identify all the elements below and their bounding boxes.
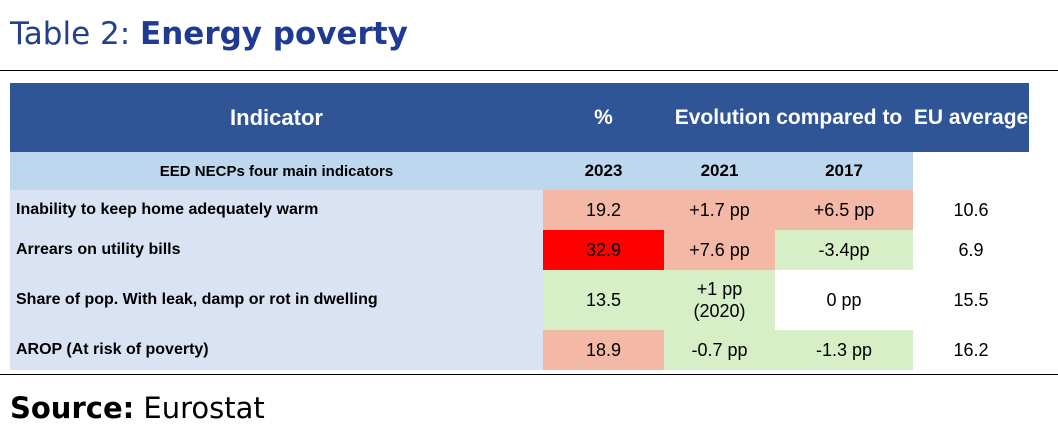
row-evolution-2017: -1.3 pp [775,330,914,370]
title-prefix: Table 2: [10,16,141,52]
row-evolution-2021: +1 pp (2020) [664,270,775,330]
row-percent: 18.9 [543,330,664,370]
row-evolution-2017: 0 pp [775,270,914,330]
source-label: Source: [10,391,135,425]
top-rule [0,70,1058,71]
header-eu-average: EU average [913,83,1030,152]
header-evolution: Evolution compared to [664,83,914,152]
title-emphasis: Energy poverty [140,16,408,52]
row-evolution-2017: +6.5 pp [775,190,914,230]
subheader-label: EED NECPs four main indicators [10,152,543,190]
row-evolution-2021: +1.7 pp [664,190,775,230]
row-indicator: Inability to keep home adequately warm [10,190,543,230]
row-percent: 32.9 [543,230,664,270]
row-evolution-2017: -3.4pp [775,230,914,270]
header-row: Indicator % Evolution compared to EU ave… [10,83,1030,152]
row-eu-average: 10.6 [913,190,1030,230]
row-eu-average: 6.9 [913,230,1030,270]
page-title: Table 2: Energy poverty [10,14,408,54]
row-evolution-2021: +7.6 pp [664,230,775,270]
subheader-row: EED NECPs four main indicators 2023 2021… [10,152,1030,190]
source-value: Eurostat [134,391,265,425]
row-eu-average: 16.2 [913,330,1030,370]
subheader-year-percent: 2023 [543,152,664,190]
row-indicator: Share of pop. With leak, damp or rot in … [10,270,543,330]
subheader-year-2: 2017 [775,152,914,190]
row-eu-average: 15.5 [913,270,1030,330]
bottom-rule [0,374,1058,375]
row-indicator: Arrears on utility bills [10,230,543,270]
table-row: Share of pop. With leak, damp or rot in … [10,270,1030,330]
subheader-blank [913,152,1030,190]
row-percent: 19.2 [543,190,664,230]
table-row: AROP (At risk of poverty) 18.9 -0.7 pp -… [10,330,1030,370]
source-note: Source: Eurostat [10,388,265,428]
energy-poverty-table: Indicator % Evolution compared to EU ave… [10,83,1030,370]
header-indicator: Indicator [10,83,543,152]
table-row: Inability to keep home adequately warm 1… [10,190,1030,230]
row-percent: 13.5 [543,270,664,330]
table-row: Arrears on utility bills 32.9 +7.6 pp -3… [10,230,1030,270]
row-indicator: AROP (At risk of poverty) [10,330,543,370]
header-percent: % [543,83,664,152]
row-evolution-2021: -0.7 pp [664,330,775,370]
subheader-year-1: 2021 [664,152,775,190]
